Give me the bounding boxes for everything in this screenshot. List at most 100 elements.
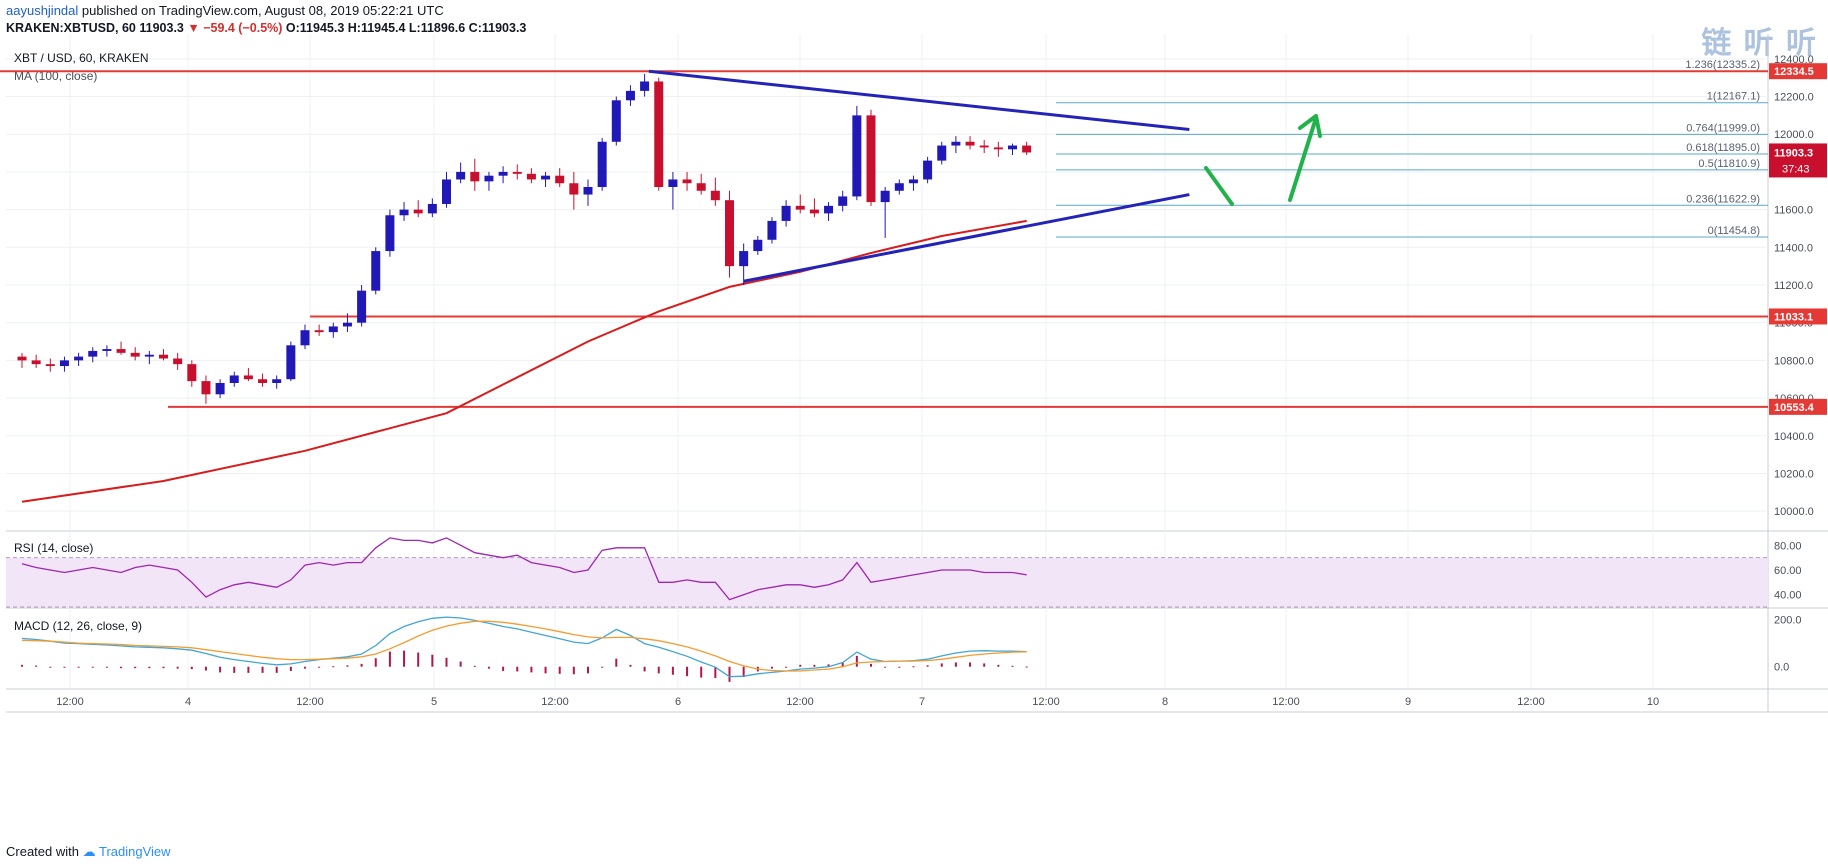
countdown-label: 37:43 [1782, 163, 1810, 175]
macd-histogram-bar [530, 666, 533, 673]
candle-body [569, 183, 579, 195]
candle-body [654, 81, 664, 187]
macd-histogram-bar [105, 666, 108, 668]
candle-body [272, 379, 282, 383]
time-tick-label: 12:00 [541, 696, 569, 708]
candle-body [668, 179, 678, 187]
publish-header: aayushjindal published on TradingView.co… [6, 3, 444, 18]
candle-body [979, 145, 989, 148]
macd-histogram-bar [63, 666, 66, 668]
candle-body [781, 205, 791, 221]
macd-histogram-bar [983, 663, 986, 667]
macd-histogram-bar [926, 665, 929, 667]
macd-histogram-bar [162, 666, 165, 669]
candle-body [993, 147, 1003, 150]
candle-body [809, 209, 819, 214]
time-tick-label: 12:00 [786, 696, 814, 708]
macd-histogram-bar [997, 664, 1000, 667]
macd-histogram-bar [233, 666, 236, 673]
macd-histogram-bar [275, 666, 278, 673]
candle-body [456, 171, 466, 180]
macd-histogram-bar [459, 661, 462, 667]
macd-histogram-bar [686, 666, 689, 677]
macd-histogram-bar [388, 651, 391, 667]
candle-body [328, 326, 338, 333]
candle-body [541, 175, 551, 180]
candle-body [130, 352, 140, 357]
macd-histogram-bar [544, 666, 547, 674]
time-tick-label: 9 [1405, 696, 1411, 708]
last-price-tag-label: 11903.3 [1774, 147, 1813, 159]
macd-histogram-bar [403, 650, 406, 667]
macd-histogram-bar [785, 666, 788, 668]
candle-body [526, 173, 536, 180]
fib-level-label: 0.764(11999.0) [1686, 122, 1760, 134]
tradingview-brand-link[interactable]: TradingView [99, 844, 171, 859]
candle-body [923, 160, 933, 180]
macd-histogram-bar [473, 665, 476, 667]
candle-body [739, 251, 749, 267]
macd-histogram-bar [318, 666, 321, 668]
macd-histogram-bar [204, 666, 207, 671]
candle-body [696, 183, 706, 191]
rsi-tick-label: 40.00 [1774, 590, 1802, 602]
trendline-upper [648, 69, 1190, 132]
price-tick-label: 12200.0 [1774, 92, 1814, 104]
candle-body [597, 141, 607, 187]
macd-histogram-bar [1025, 666, 1028, 668]
ma100-line [21, 219, 1027, 503]
published-text: published on TradingView.com, August 08,… [81, 3, 444, 18]
macd-histogram-bar [332, 666, 335, 668]
candle-body [894, 183, 904, 191]
time-tick-label: 12:00 [1032, 696, 1060, 708]
time-tick-label: 12:00 [1517, 696, 1545, 708]
symbol-header: KRAKEN:XBTUSD, 60 11903.3 ▼ −59.4 (−0.5%… [6, 21, 526, 35]
candle-body [824, 205, 834, 214]
macd-histogram-bar [346, 665, 349, 667]
macd-histogram-bar [969, 662, 972, 667]
candle-body [583, 187, 593, 195]
price-tick-label: 10000.0 [1774, 506, 1814, 518]
candle-body [243, 375, 253, 380]
macd-histogram-bar [120, 666, 123, 669]
candle-body [611, 100, 621, 142]
level-price-tag-label: 12334.5 [1774, 66, 1814, 78]
macd-histogram-bar [516, 666, 519, 672]
candle-body [258, 379, 268, 383]
candle-body [357, 290, 367, 323]
candle-body [710, 190, 720, 201]
time-tick-label: 5 [431, 696, 437, 708]
watermark-logo: 链 听 听 [1701, 27, 1818, 60]
candle-body [427, 203, 437, 214]
projection-arrow-up [1288, 116, 1318, 202]
rsi-tick-label: 80.00 [1774, 540, 1802, 552]
candle-body [965, 141, 975, 146]
candle-body [399, 209, 409, 216]
candle-body [838, 196, 848, 206]
last-price: 11903.3 [139, 21, 184, 35]
author-link[interactable]: aayushjindal [6, 3, 79, 18]
last-price-tag [1769, 143, 1827, 178]
macd-histogram-bar [572, 666, 575, 675]
macd-histogram-bar [940, 663, 943, 667]
time-tick-label: 7 [919, 696, 925, 708]
macd-histogram-bar [770, 666, 773, 669]
macd-histogram-bar [884, 666, 887, 668]
macd-histogram-bar [827, 664, 830, 667]
trendline-lower [743, 193, 1190, 283]
candle-body [385, 215, 395, 252]
macd-histogram-bar [176, 666, 179, 669]
macd-histogram-bar [219, 666, 222, 673]
level-price-tag [1769, 63, 1827, 80]
candle-body [725, 200, 734, 267]
candle-body [215, 383, 225, 395]
candle-body [880, 190, 890, 203]
macd-histogram-bar [615, 658, 618, 667]
rsi-tick-label: 60.00 [1774, 565, 1802, 577]
candle-body [682, 179, 692, 184]
price-change: ▼ −59.4 (−0.5%) [187, 21, 283, 35]
candle-body [951, 141, 961, 146]
macd-histogram-bar [954, 662, 957, 667]
candle-body [314, 330, 324, 333]
